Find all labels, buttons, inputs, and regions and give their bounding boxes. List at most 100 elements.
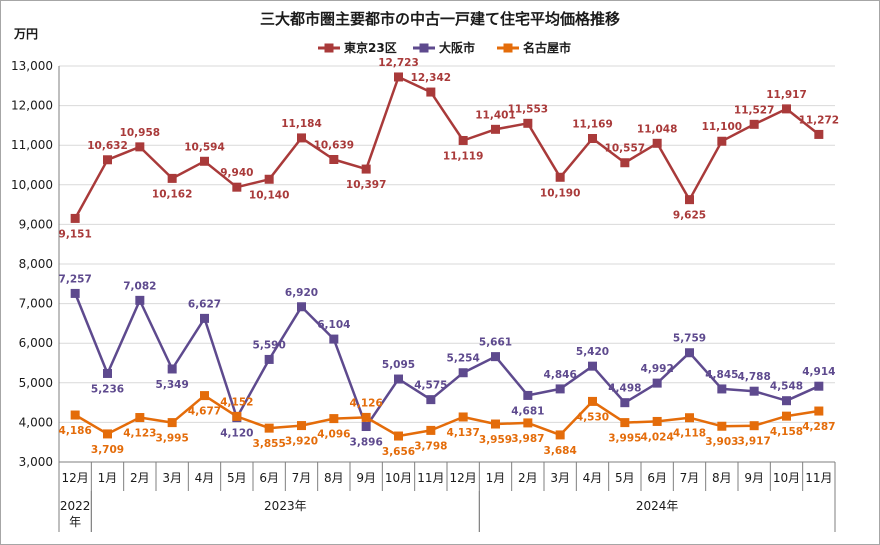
x-tick-label: 10月	[385, 471, 412, 485]
x-tick-label: 9月	[356, 471, 376, 485]
data-point	[652, 138, 662, 148]
data-label: 11,048	[637, 123, 678, 135]
y-tick-label: 10,000	[11, 178, 53, 192]
data-point	[749, 119, 759, 129]
data-label: 3,959	[479, 434, 512, 446]
data-label: 4,096	[317, 429, 350, 441]
data-point	[361, 164, 371, 174]
data-label: 4,992	[641, 363, 674, 375]
data-point	[458, 368, 468, 378]
data-label: 5,349	[156, 379, 189, 391]
data-point	[523, 390, 533, 400]
legend-item: 大阪市	[413, 40, 475, 55]
data-label: 4,845	[705, 369, 738, 381]
chart-title: 三大都市圏主要都市の中古一戸建て住宅平均価格推移	[260, 10, 620, 28]
data-point	[523, 118, 533, 128]
legend-marker	[324, 43, 334, 53]
data-label: 11,553	[508, 103, 549, 115]
data-label: 7,257	[59, 273, 92, 285]
data-point	[297, 421, 306, 431]
data-label: 11,119	[443, 150, 484, 162]
data-point	[232, 411, 242, 421]
data-point	[555, 384, 565, 394]
data-label: 3,709	[91, 444, 124, 456]
data-point	[685, 413, 694, 423]
x-tick-label: 5月	[227, 471, 247, 485]
data-label: 6,920	[285, 287, 318, 299]
data-point	[167, 364, 177, 374]
data-label: 4,126	[350, 397, 383, 409]
data-point	[329, 414, 339, 424]
x-tick-label: 3月	[550, 471, 570, 485]
data-point	[329, 154, 339, 164]
data-point	[588, 134, 597, 144]
data-label: 5,590	[253, 339, 286, 351]
data-label: 9,625	[673, 210, 706, 222]
data-point	[588, 361, 597, 371]
year-label: 2022	[60, 499, 91, 513]
data-point	[264, 354, 274, 364]
data-label: 4,186	[59, 425, 92, 437]
data-label: 11,169	[572, 119, 613, 131]
data-point	[458, 412, 468, 422]
data-point	[491, 124, 500, 134]
data-point	[361, 412, 371, 422]
series-line	[74, 75, 820, 220]
data-label: 3,855	[253, 438, 286, 450]
data-label: 4,137	[447, 427, 480, 439]
data-point	[685, 348, 694, 358]
data-point	[361, 422, 371, 432]
legend-marker	[419, 43, 429, 53]
data-label: 4,846	[544, 369, 577, 381]
data-label: 4,788	[738, 371, 771, 383]
data-point	[394, 374, 403, 384]
data-point	[200, 313, 209, 323]
data-label: 3,995	[608, 433, 641, 445]
data-label: 3,920	[285, 436, 318, 448]
y-tick-label: 6,000	[19, 336, 53, 350]
x-tick-label: 9月	[744, 471, 764, 485]
data-label: 3,917	[738, 436, 771, 448]
data-label: 4,120	[220, 428, 253, 440]
data-point	[717, 384, 727, 394]
data-point	[491, 352, 500, 362]
x-tick-label: 12月	[62, 471, 89, 485]
data-point	[620, 418, 630, 428]
data-label: 11,917	[766, 89, 807, 101]
data-label: 4,677	[188, 406, 221, 418]
data-label: 4,548	[770, 381, 803, 393]
data-point	[264, 423, 274, 433]
x-tick-label: 1月	[486, 471, 506, 485]
x-tick-label: 10月	[773, 471, 800, 485]
legend-marker	[503, 43, 513, 53]
data-label: 9,940	[220, 167, 253, 179]
data-label: 10,190	[540, 187, 581, 199]
y-tick-label: 13,000	[11, 59, 53, 73]
data-label: 4,123	[123, 428, 156, 440]
legend-label: 大阪市	[439, 40, 475, 55]
data-point	[717, 136, 727, 146]
data-point	[814, 129, 824, 139]
data-label: 4,681	[511, 405, 544, 417]
data-point	[167, 418, 177, 428]
data-point	[523, 418, 533, 428]
legend-label: 名古屋市	[523, 40, 571, 55]
data-point	[458, 135, 468, 145]
data-point	[70, 213, 80, 223]
data-point	[555, 430, 565, 440]
data-label: 10,397	[346, 179, 387, 191]
data-label: 5,759	[673, 333, 706, 345]
data-label: 5,420	[576, 346, 609, 358]
data-label: 4,118	[673, 428, 706, 440]
x-tick-label: 11月	[805, 471, 832, 485]
data-point	[555, 172, 565, 182]
data-label: 11,401	[475, 109, 516, 121]
data-label: 11,272	[799, 114, 840, 126]
data-point	[200, 156, 209, 166]
x-tick-label: 8月	[324, 471, 344, 485]
x-tick-label: 3月	[162, 471, 182, 485]
data-point	[782, 396, 791, 406]
data-label: 6,627	[188, 298, 221, 310]
